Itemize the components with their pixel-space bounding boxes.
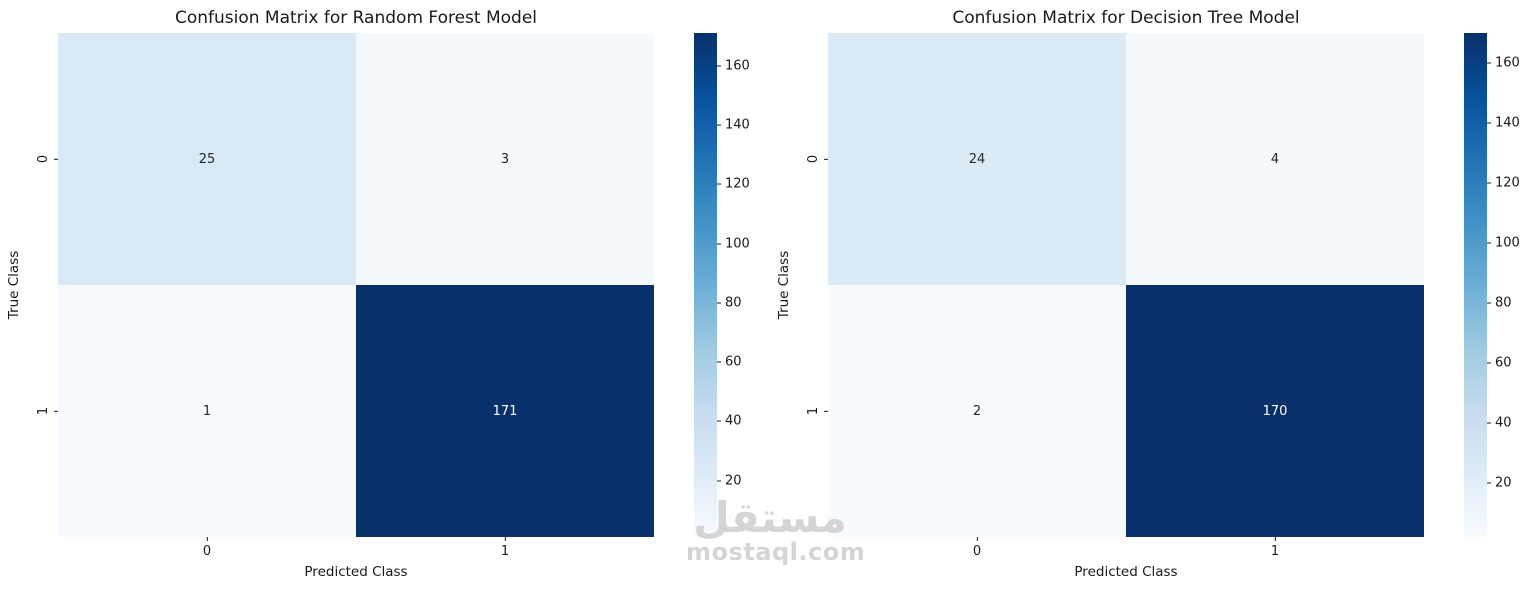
- x-axis-label: Predicted Class: [304, 564, 408, 580]
- colorbar: 20 40 60 80 100 120 140 160: [1464, 33, 1520, 537]
- heatmap-cell: 171: [356, 285, 654, 537]
- colorbar-tick-label: 160: [725, 58, 750, 74]
- colorbar-tick-label: 60: [725, 354, 742, 370]
- y-tick: 1: [806, 407, 828, 415]
- colorbar-tick-label: 140: [1495, 115, 1520, 131]
- colorbar-tick: 20: [1487, 476, 1512, 491]
- tick-mark: [717, 420, 721, 422]
- y-tick: 1: [36, 407, 58, 415]
- colorbar-tick: 140: [717, 117, 750, 132]
- colorbar-tick: 80: [717, 295, 742, 310]
- colorbar-tick: 120: [1487, 176, 1520, 191]
- colorbar: 20 40 60 80 100 120 140 160: [694, 33, 750, 537]
- heatmap: 24 4 2 170: [828, 33, 1424, 537]
- chart-title: Confusion Matrix for Random Forest Model: [174, 8, 538, 28]
- colorbar-tick-label: 140: [725, 117, 750, 133]
- heatmap-cell: 3: [356, 33, 654, 285]
- heatmap-cell: 25: [58, 33, 356, 285]
- confusion-matrix-panel-decision-tree: Confusion Matrix for Decision Tree Model…: [770, 0, 1539, 590]
- tick-mark: [1487, 482, 1491, 484]
- colorbar-tick-label: 80: [1495, 295, 1512, 311]
- tick-mark: [504, 537, 506, 541]
- tick-mark: [54, 158, 58, 160]
- colorbar-tick: 20: [717, 473, 742, 488]
- colorbar-tick: 80: [1487, 296, 1512, 311]
- tick-mark: [1487, 242, 1491, 244]
- tick-mark: [717, 302, 721, 304]
- colorbar-tick-label: 40: [1495, 415, 1512, 431]
- tick-mark: [824, 158, 828, 160]
- tick-mark: [717, 124, 721, 126]
- colorbar-tick: 40: [1487, 416, 1512, 431]
- colorbar-tick-label: 120: [1495, 175, 1520, 191]
- colorbar-tick-label: 20: [1495, 475, 1512, 491]
- colorbar-tick: 160: [1487, 56, 1520, 71]
- colorbar-tick-label: 100: [1495, 235, 1520, 251]
- x-tick: 0: [203, 537, 211, 559]
- x-tick-label: 1: [500, 544, 510, 559]
- y-tick: 0: [36, 155, 58, 163]
- x-tick: 1: [1271, 537, 1279, 559]
- heatmap-cell: 4: [1126, 33, 1424, 285]
- x-tick: 1: [501, 537, 509, 559]
- x-axis-label: Predicted Class: [1074, 564, 1178, 580]
- colorbar-tick: 160: [717, 58, 750, 73]
- tick-mark: [1487, 62, 1491, 64]
- colorbar-tick-label: 80: [725, 295, 742, 311]
- x-tick-label: 0: [202, 544, 212, 559]
- confusion-matrix-panel-random-forest: Confusion Matrix for Random Forest Model…: [0, 8, 750, 580]
- colorbar-tick-label: 120: [725, 176, 750, 192]
- y-tick-label: 0: [806, 154, 821, 164]
- tick-mark: [717, 243, 721, 244]
- heatmap-cell: 170: [1126, 285, 1424, 537]
- tick-mark: [1487, 182, 1491, 184]
- colorbar-tick-label: 40: [725, 413, 742, 429]
- y-tick-label: 1: [36, 406, 51, 416]
- x-tick: 0: [973, 537, 981, 559]
- colorbar-tick-label: 100: [725, 236, 750, 251]
- heatmap-cell: 1: [58, 285, 356, 537]
- tick-mark: [717, 65, 721, 67]
- x-tick-label: 1: [1270, 544, 1280, 559]
- x-tick-label: 0: [972, 544, 982, 559]
- y-tick-label: 0: [36, 154, 51, 164]
- tick-mark: [976, 537, 978, 541]
- tick-mark: [1487, 302, 1491, 304]
- colorbar-tick-label: 60: [1495, 355, 1512, 371]
- tick-mark: [717, 183, 721, 185]
- tick-mark: [1487, 362, 1491, 364]
- tick-mark: [717, 361, 721, 363]
- heatmap-cell: 2: [828, 285, 1126, 537]
- colorbar-tick-label: 20: [725, 473, 742, 489]
- colorbar-tick: 40: [717, 414, 742, 429]
- chart-title: Confusion Matrix for Decision Tree Model: [952, 8, 1300, 28]
- tick-mark: [206, 537, 208, 541]
- tick-mark: [1487, 422, 1491, 424]
- tick-mark: [1487, 122, 1491, 124]
- colorbar-tick-label: 160: [1495, 55, 1520, 71]
- y-tick-label: 1: [806, 406, 821, 416]
- tick-mark: [717, 480, 721, 482]
- heatmap: 25 3 1 171: [58, 33, 654, 537]
- colorbar-tick: 140: [1487, 116, 1520, 131]
- heatmap-cell: 24: [828, 33, 1126, 285]
- tick-mark: [1274, 537, 1276, 541]
- colorbar-tick: 120: [717, 177, 750, 192]
- colorbar-tick: 60: [1487, 356, 1512, 371]
- tick-mark: [824, 410, 828, 412]
- colorbar-tick: 60: [717, 355, 742, 370]
- y-tick: 0: [806, 155, 828, 163]
- tick-mark: [54, 410, 58, 412]
- colorbar-tick: 100: [717, 236, 750, 251]
- colorbar-tick: 100: [1487, 236, 1520, 251]
